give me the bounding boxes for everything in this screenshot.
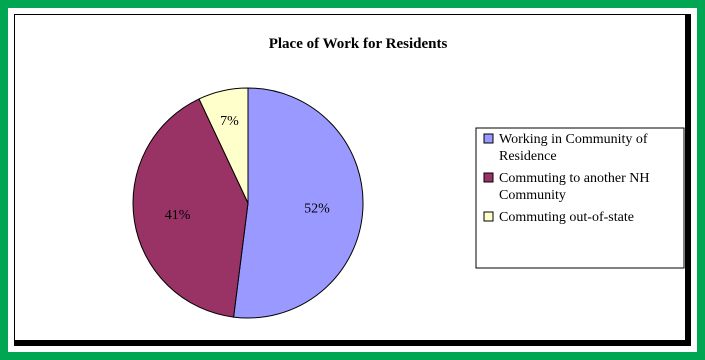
data-label-2: 41% [165, 208, 191, 223]
pie-data-labels: 52% 41% 7% [165, 114, 330, 223]
data-label-3: 7% [220, 114, 239, 129]
legend-swatch-3 [483, 211, 494, 222]
pie-slice-1 [233, 87, 364, 319]
legend-label-2: Commuting to another NH [499, 171, 650, 186]
chart-title: Place of Work for Residents [269, 36, 448, 52]
legend-label-1: Working in Community of [499, 132, 648, 147]
legend-swatch-1 [483, 133, 494, 144]
legend-label-1-line-2: Residence [499, 149, 557, 164]
pie-slices [132, 87, 364, 319]
legend-label-2-line-2: Community [499, 188, 566, 203]
legend-label-3: Commuting out-of-state [499, 210, 634, 225]
legend: Working in Community of Residence Commutin… [475, 127, 685, 269]
data-label-1: 52% [304, 201, 330, 216]
pie-slice-2 [132, 98, 249, 318]
legend-box [475, 127, 685, 269]
legend-swatch-2 [483, 172, 494, 183]
pie-slice-3 [198, 87, 249, 204]
